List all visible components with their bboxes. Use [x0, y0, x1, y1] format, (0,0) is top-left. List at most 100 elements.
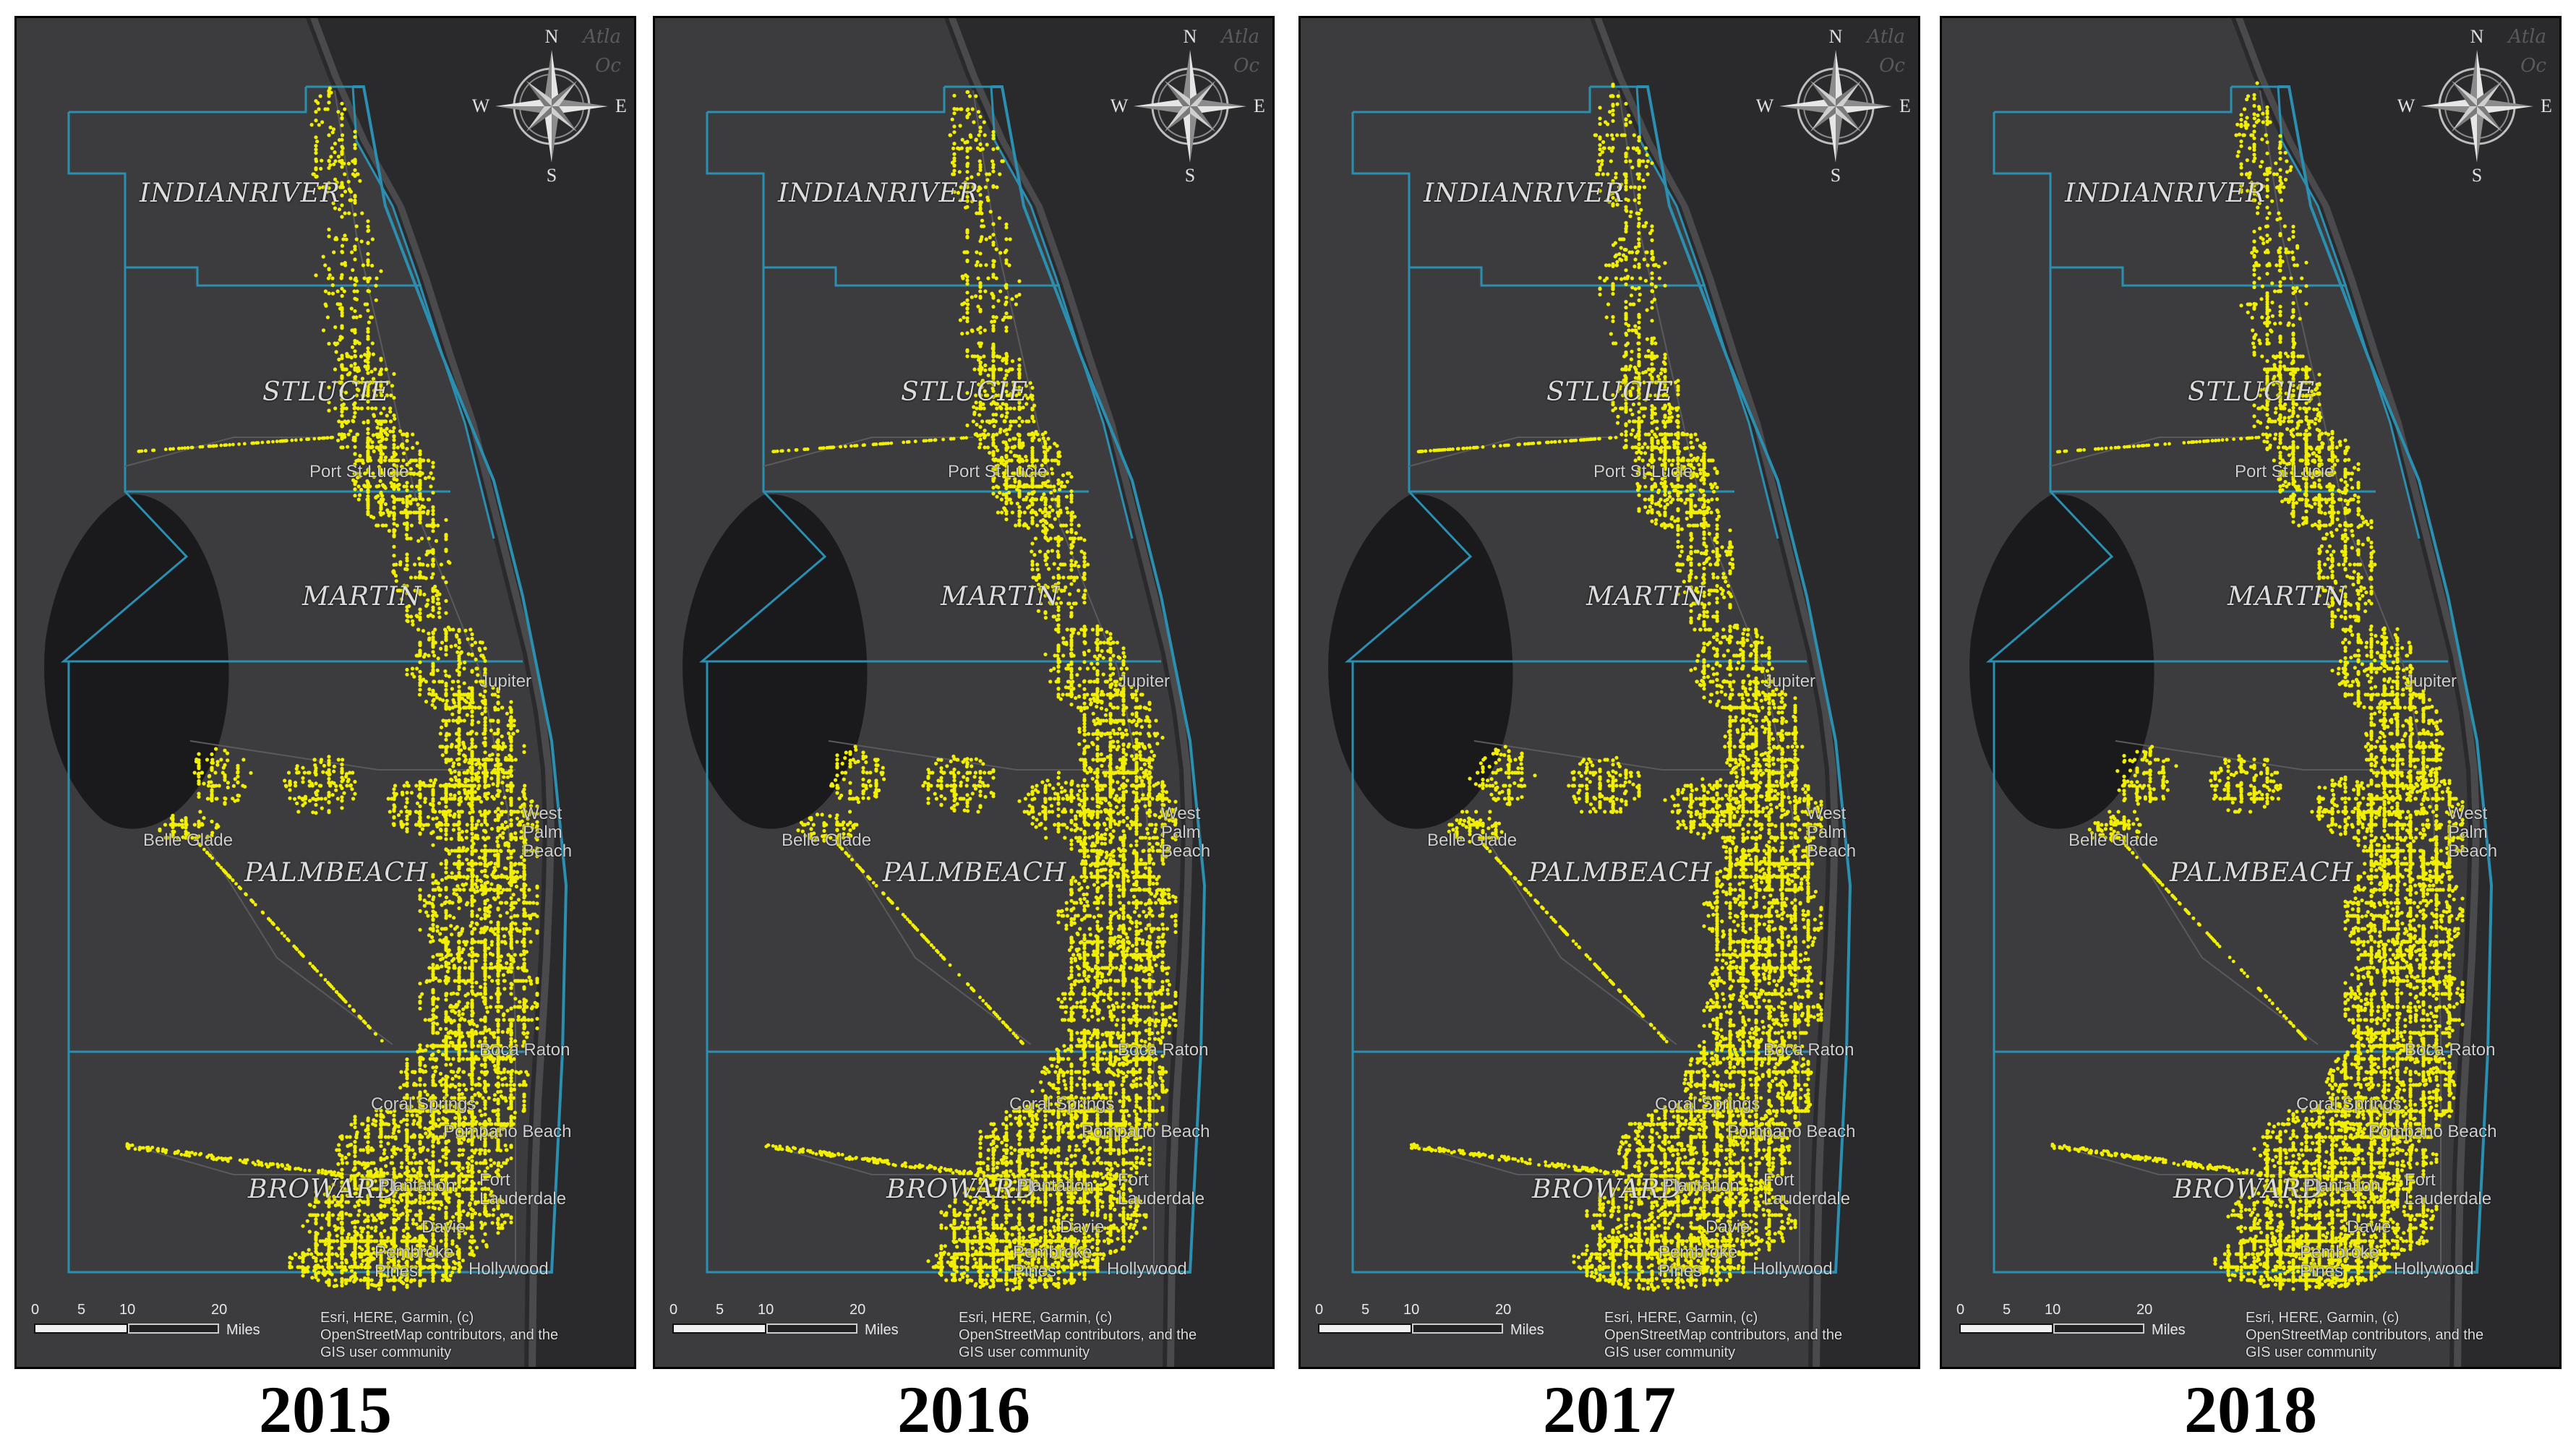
data-point [449, 992, 453, 996]
data-point [411, 432, 415, 437]
data-point [327, 166, 331, 170]
data-point [500, 812, 504, 817]
data-point [384, 523, 388, 528]
data-point [408, 494, 412, 498]
data-point [465, 794, 470, 799]
data-point [457, 820, 461, 824]
data-point [366, 1116, 370, 1120]
data-point [380, 393, 384, 398]
data-point [513, 831, 518, 836]
data-point [431, 1024, 435, 1029]
data-point [479, 1031, 484, 1035]
data-point [321, 254, 325, 259]
data-point [509, 789, 513, 794]
data-point [340, 101, 344, 106]
data-point [424, 901, 429, 905]
data-point [470, 807, 474, 812]
data-point [483, 956, 487, 960]
data-point [394, 471, 398, 476]
data-point [495, 849, 499, 853]
data-point [496, 807, 500, 811]
data-point [415, 484, 419, 489]
data-point [405, 498, 409, 503]
data-point [333, 380, 337, 385]
data-point [437, 979, 441, 983]
data-point [405, 559, 409, 563]
data-point [449, 644, 453, 649]
data-point [435, 695, 440, 700]
data-point [340, 293, 344, 298]
data-point [379, 358, 383, 362]
data-point [496, 951, 500, 956]
data-point [413, 1152, 417, 1157]
data-point [483, 996, 487, 1000]
data-point [370, 406, 375, 411]
data-point [379, 380, 383, 385]
data-point [379, 1205, 383, 1209]
data-point [359, 487, 364, 492]
data-point [529, 799, 534, 804]
data-point [356, 1213, 361, 1217]
data-point [340, 1157, 344, 1162]
data-point [437, 592, 442, 596]
data-point [448, 914, 453, 918]
data-point [535, 849, 539, 854]
data-point [339, 276, 343, 280]
data-point [367, 1131, 371, 1136]
data-point [440, 725, 444, 729]
data-point [395, 523, 400, 528]
data-point [496, 1075, 500, 1079]
data-point [388, 410, 393, 414]
data-point [423, 1064, 427, 1068]
data-point [466, 695, 471, 700]
data-point [510, 921, 515, 925]
data-point [377, 500, 381, 505]
data-point [479, 984, 483, 989]
data-point [492, 865, 497, 870]
data-point [444, 895, 449, 900]
data-point [470, 981, 474, 985]
data-point [463, 791, 468, 795]
data-point [499, 891, 504, 895]
data-point [422, 575, 426, 580]
data-point [492, 1035, 497, 1039]
data-point [432, 653, 437, 658]
data-point [414, 575, 418, 580]
data-point [366, 337, 370, 341]
data-point [423, 652, 427, 656]
data-point [437, 1206, 442, 1211]
data-point [490, 692, 495, 697]
data-point [405, 501, 409, 506]
data-point [478, 1083, 482, 1087]
data-point [434, 692, 438, 697]
data-point [431, 1052, 435, 1057]
data-point [444, 964, 448, 968]
data-point [445, 758, 450, 762]
data-point [483, 874, 487, 878]
data-point [474, 882, 478, 886]
data-point [496, 938, 500, 943]
data-point [502, 875, 507, 879]
data-point [379, 411, 383, 416]
data-point [465, 713, 469, 717]
data-point [444, 916, 448, 920]
data-point [396, 1124, 401, 1128]
data-point [392, 438, 396, 442]
data-point [514, 884, 519, 889]
data-point [495, 1112, 500, 1117]
data-point [321, 328, 326, 333]
data-point [482, 741, 486, 745]
data-point [429, 575, 434, 580]
data-point [457, 831, 461, 836]
data-point [476, 758, 481, 762]
data-point [489, 758, 494, 762]
data-point [405, 1057, 409, 1062]
data-point [431, 529, 435, 533]
data-point [483, 1036, 487, 1040]
data-point [346, 354, 351, 359]
data-point [404, 533, 408, 537]
data-point [360, 211, 364, 215]
data-point [352, 289, 356, 293]
data-point [496, 1097, 500, 1102]
county-border-martin-palmbeach [60, 490, 523, 663]
